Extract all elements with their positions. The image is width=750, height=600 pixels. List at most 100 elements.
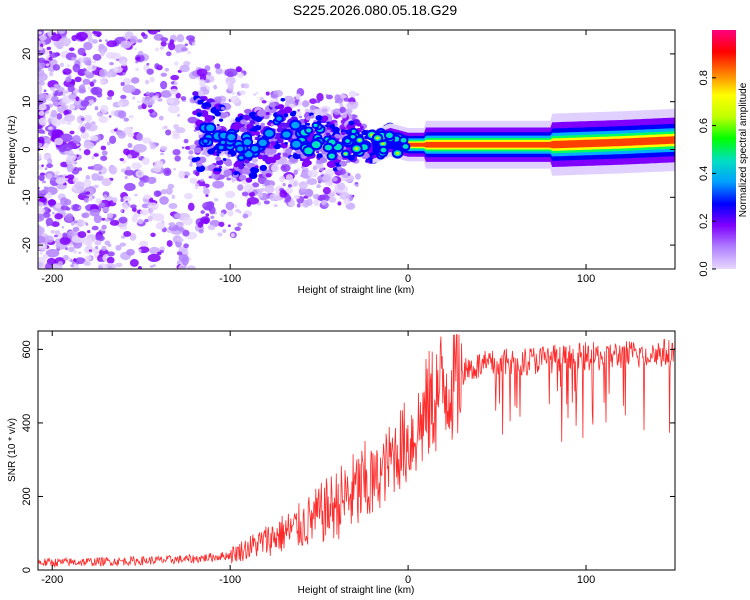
spectrogram-noise-blob	[71, 166, 80, 175]
spectrogram-blob	[233, 162, 240, 168]
spectrogram-noise-blob	[77, 47, 86, 56]
spectrogram-noise-blob	[178, 264, 187, 269]
spectrogram-noise-blob	[319, 167, 325, 172]
spectrogram-blob	[248, 125, 252, 129]
spectrogram-noise-blob	[53, 234, 58, 238]
spectrogram-noise-blob	[45, 262, 52, 269]
spectrogram-noise-blob	[293, 194, 300, 200]
spectrogram-noise-blob	[38, 103, 47, 111]
spectrogram-noise-blob	[261, 100, 267, 104]
spectrogram-noise-blob	[220, 212, 225, 218]
snr-xtick-label: -200	[41, 574, 63, 586]
spectrogram-blob	[299, 157, 304, 162]
spectrogram-noise-blob	[157, 97, 163, 102]
spectrogram-xtick-label: -100	[219, 273, 241, 285]
spectrogram-blob	[265, 111, 270, 116]
spectrogram-noise-blob	[98, 116, 109, 124]
spectrogram-noise-blob	[280, 164, 291, 173]
spectrogram-noise-blob	[147, 202, 159, 211]
spectrogram-noise-blob	[38, 207, 46, 215]
spectrogram-noise-blob	[50, 109, 58, 118]
spectrogram-noise-blob	[231, 92, 236, 95]
spectrogram-noise-blob	[61, 143, 73, 152]
spectrogram-noise-blob	[197, 221, 204, 228]
spectrogram-noise-blob	[265, 91, 270, 96]
spectrogram-blob	[198, 134, 203, 139]
spectrogram-noise-blob	[38, 154, 42, 160]
spectrogram-noise-blob	[38, 224, 41, 230]
spectrogram-blob	[233, 123, 242, 130]
spectrogram-noise-blob	[194, 183, 200, 188]
snr-ytick-label: 200	[21, 487, 33, 505]
spectrogram-noise-blob	[241, 191, 249, 197]
spectrogram-noise-blob	[45, 137, 52, 144]
spectrogram-noise-blob	[72, 177, 79, 184]
spectrogram-noise-blob	[46, 173, 53, 179]
snr-ytick-label: 600	[21, 340, 33, 358]
spectrogram-blob	[325, 132, 331, 136]
spectrogram-peak	[227, 133, 236, 141]
spectrogram-noise-blob	[142, 97, 146, 100]
spectrogram-noise-blob	[146, 62, 150, 66]
spectrogram-blob	[254, 165, 259, 169]
spectrogram-peak-core	[395, 151, 400, 155]
spectrogram-noise-blob	[88, 99, 95, 104]
spectrogram-noise-blob	[87, 36, 94, 43]
spectrogram-noise-blob	[137, 265, 142, 269]
spectrogram-noise-blob	[264, 179, 271, 187]
spectrogram-noise-blob	[100, 145, 107, 151]
spectrogram-noise-blob	[160, 152, 165, 156]
spectrogram-noise-blob	[273, 204, 278, 208]
spectrogram-noise-blob	[126, 166, 131, 171]
spectrogram-noise-blob	[129, 233, 137, 241]
spectrogram-noise-blob	[227, 209, 234, 217]
spectrogram-noise-blob	[124, 182, 136, 192]
spectrogram-xtick-label: 100	[577, 273, 595, 285]
spectrogram-noise-blob	[187, 50, 191, 55]
spectrogram-noise-blob	[293, 169, 298, 175]
spectrogram-noise-blob	[174, 61, 179, 66]
spectrogram-noise-blob	[99, 68, 108, 78]
spectrogram-noise-blob	[298, 181, 308, 190]
spectrogram-noise-blob	[264, 185, 275, 194]
spectrogram-noise-blob	[82, 78, 91, 85]
spectrogram-noise-blob	[179, 64, 190, 73]
spectrogram-noise-blob	[95, 197, 102, 205]
spectrogram-noise-blob	[58, 37, 72, 46]
spectrogram-noise-blob	[74, 181, 85, 190]
colorbar-tick-label: 0.4	[698, 166, 710, 181]
spectrogram-peak	[400, 137, 407, 143]
spectrogram-noise-blob	[165, 129, 172, 136]
spectrogram-blob	[341, 131, 346, 136]
spectrogram-noise-blob	[101, 217, 106, 221]
spectrogram-noise-blob	[307, 170, 318, 178]
spectrogram-noise-blob	[81, 221, 85, 225]
spectrogram-noise-blob	[210, 215, 215, 219]
spectrogram-noise-blob	[195, 171, 200, 177]
spectrogram-noise-blob	[137, 172, 142, 176]
spectrogram-noise-blob	[98, 265, 103, 269]
spectrogram-noise-blob	[40, 43, 44, 48]
spectrogram-noise-blob	[89, 197, 93, 202]
spectrogram-noise-blob	[49, 71, 54, 77]
spectrogram-blob	[220, 106, 225, 111]
spectrogram-noise-blob	[73, 258, 77, 262]
spectrogram-noise-blob	[217, 232, 223, 237]
spectrogram-noise-blob	[200, 210, 205, 214]
colorbar-tick-label: 0.0	[698, 261, 710, 276]
spectrogram-noise-blob	[130, 77, 140, 84]
snr-ytick-label: 400	[21, 414, 33, 432]
snr-axes: -200 -100 0 100 0 200 400 600	[21, 331, 675, 586]
spectrogram-noise-blob	[77, 231, 87, 239]
spectrogram-noise-blob	[124, 169, 135, 176]
spectrogram-blob	[233, 171, 238, 176]
spectrogram-noise-blob	[38, 125, 42, 130]
spectrogram-blob	[354, 122, 359, 126]
spectrogram-noise-blob	[135, 56, 141, 61]
spectrogram-noise-blob	[62, 254, 69, 261]
spectrogram-noise-blob	[38, 80, 45, 86]
spectrogram-noise-blob	[203, 88, 210, 95]
spectrogram-ytick-label: -10	[21, 189, 33, 205]
spectrogram-noise-blob	[38, 262, 43, 269]
spectrogram-noise-blob	[66, 164, 74, 173]
